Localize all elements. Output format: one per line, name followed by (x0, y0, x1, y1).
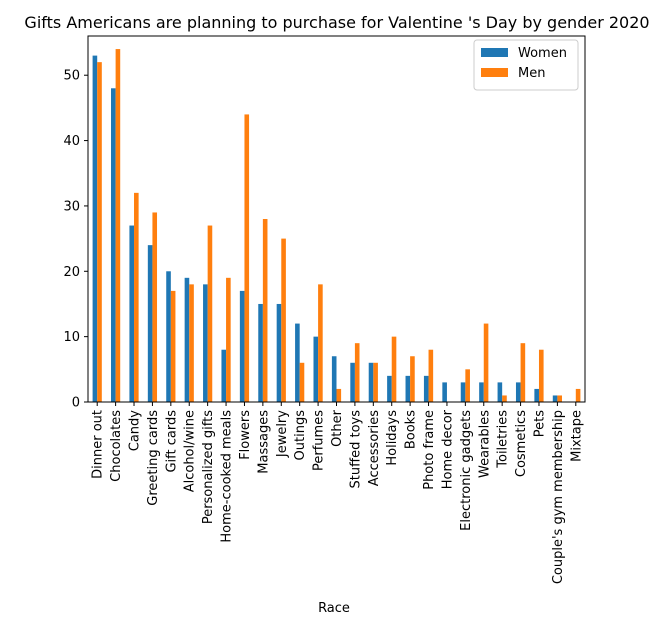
y-axis: 0 10 20 30 40 50 (63, 69, 88, 411)
x-tick-label: Cosmetics (514, 410, 529, 477)
x-tick-label: Toiletries (496, 410, 511, 469)
y-tick-label: 50 (63, 69, 80, 84)
y-tick-label: 10 (63, 330, 80, 345)
x-tick-label: Outings (293, 410, 308, 461)
bar-men-7 (226, 277, 231, 402)
bar-women-1 (111, 88, 116, 403)
bar-men-9 (262, 219, 268, 402)
y-tick-label: 20 (63, 265, 80, 280)
bar-women-14 (350, 362, 355, 402)
y-tick-label: 0 (72, 396, 80, 411)
y-tick-label: 40 (63, 134, 80, 149)
x-tick-label: Books (404, 410, 419, 449)
bar-men-25 (557, 395, 562, 402)
legend-label-women: Women (518, 46, 567, 61)
bar-men-8 (244, 114, 250, 402)
bar-women-22 (497, 382, 503, 402)
bar-men-17 (410, 356, 415, 402)
x-tick-label: Greeting cards (146, 410, 161, 506)
x-tick-label: Chocolates (109, 410, 124, 482)
x-tick-label: Perfumes (312, 410, 327, 471)
x-axis-label: Race (318, 601, 350, 616)
bar-men-1 (115, 49, 121, 402)
bars-group (92, 49, 581, 403)
legend-label-men: Men (518, 66, 545, 81)
y-tick-label: 30 (63, 199, 80, 214)
bar-women-21 (479, 382, 484, 402)
bar-men-26 (575, 388, 581, 402)
legend: Women Men (473, 39, 579, 91)
bar-women-3 (147, 245, 153, 402)
x-tick-label: Jewelry (275, 410, 290, 458)
bar-women-25 (552, 395, 558, 402)
x-tick-label: Mixtape (569, 410, 584, 462)
bar-women-17 (405, 375, 411, 402)
bar-women-23 (515, 382, 521, 402)
x-tick-label: Personalized gifts (201, 410, 216, 524)
bar-men-11 (299, 362, 305, 402)
x-tick-label: Stuffed toys (348, 410, 363, 489)
bar-women-0 (92, 55, 98, 402)
bar-women-8 (239, 290, 245, 402)
bar-women-13 (331, 356, 337, 402)
bar-men-6 (207, 225, 213, 402)
bar-men-18 (428, 349, 434, 402)
x-tick-label: Pets (532, 410, 547, 437)
x-tick-label: Candy (128, 410, 143, 452)
bar-women-20 (460, 382, 466, 402)
legend-swatch-women (481, 48, 508, 57)
bar-men-10 (281, 238, 286, 402)
plot-frame (87, 35, 586, 403)
x-tick-label: Dinner out (91, 410, 106, 479)
x-tick-label: Flowers (238, 410, 253, 460)
bar-men-13 (336, 388, 342, 402)
x-tick-label: Alcohol/wine (183, 410, 198, 492)
bar-women-16 (387, 375, 392, 402)
x-tick-label: Electronic gadgets (459, 410, 474, 531)
bar-men-5 (189, 284, 194, 402)
bar-women-10 (276, 303, 282, 402)
bar-women-2 (129, 225, 135, 402)
bar-men-22 (502, 395, 507, 402)
chart-title: Gifts Americans are planning to purchase… (24, 13, 649, 32)
x-tick-label: Gift cards (164, 410, 179, 473)
bar-women-18 (423, 375, 429, 402)
bar-men-0 (97, 62, 102, 403)
x-tick-label: Wearables (477, 410, 492, 478)
bar-men-20 (465, 369, 470, 402)
x-tick-label: Couple's gym membership (551, 410, 566, 584)
x-tick-label: Massages (256, 410, 271, 474)
legend-swatch-men (481, 68, 508, 77)
x-tick-label: Photo frame (422, 410, 437, 490)
x-tick-label: Holidays (385, 410, 400, 466)
bar-men-21 (483, 323, 489, 402)
bar-women-6 (203, 284, 208, 402)
bar-women-9 (258, 303, 263, 402)
bar-men-15 (373, 362, 378, 402)
bar-women-19 (442, 382, 447, 402)
bar-women-5 (184, 277, 190, 402)
bar-men-14 (354, 343, 360, 402)
bar-men-3 (152, 212, 158, 402)
bar-men-24 (538, 349, 544, 402)
x-tick-label: Home-cooked meals (220, 410, 235, 543)
x-tick-label: Home decor (440, 409, 455, 489)
bar-women-7 (221, 349, 227, 402)
bar-women-4 (166, 271, 171, 402)
bar-men-12 (318, 284, 323, 402)
x-tick-label: Other (330, 409, 345, 447)
bar-men-23 (520, 343, 526, 402)
bar-men-16 (391, 336, 397, 402)
x-tick-label: Accessories (367, 410, 382, 486)
bar-women-11 (295, 323, 300, 402)
bar-men-4 (170, 290, 176, 402)
bar-women-12 (313, 336, 319, 402)
bar-men-2 (134, 192, 139, 402)
bar-women-15 (368, 362, 374, 402)
x-axis: Dinner out Chocolates Candy Greeting cards G… (91, 402, 584, 584)
bar-women-24 (534, 388, 539, 402)
